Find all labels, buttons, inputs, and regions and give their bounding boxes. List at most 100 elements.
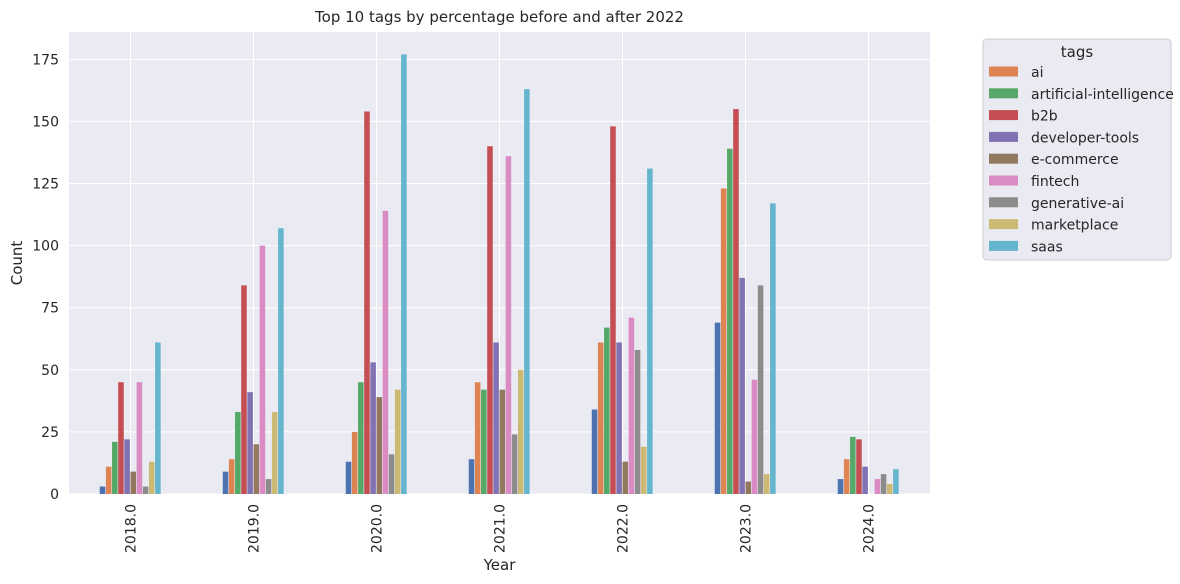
legend-swatch xyxy=(989,240,1018,251)
legend-swatch xyxy=(989,153,1018,164)
bar xyxy=(155,342,161,494)
bar xyxy=(628,317,635,494)
legend-entry: ai xyxy=(1031,65,1043,81)
bar xyxy=(481,389,487,494)
bar xyxy=(253,444,260,494)
bar xyxy=(862,466,868,494)
bar xyxy=(733,109,739,494)
bar xyxy=(247,392,253,494)
y-tick-label: 175 xyxy=(32,52,59,68)
legend: tags ai artificial-intelligence b2b develop… xyxy=(982,38,1174,261)
bar xyxy=(647,168,653,494)
bar xyxy=(499,389,506,494)
bar xyxy=(493,342,499,494)
bar xyxy=(591,409,598,494)
bar xyxy=(148,461,155,494)
x-tick-label: 2024.0 xyxy=(862,504,878,553)
bar xyxy=(271,412,278,494)
bar xyxy=(142,486,149,494)
legend-swatch xyxy=(989,175,1018,186)
bar xyxy=(727,148,733,494)
bar xyxy=(278,228,284,494)
chart-title: Top 10 tags by percentage before and aft… xyxy=(314,8,684,26)
bar xyxy=(634,349,641,494)
bar xyxy=(136,382,143,494)
bar xyxy=(745,481,752,494)
bar xyxy=(401,54,407,495)
bar xyxy=(874,479,881,494)
bar xyxy=(837,479,844,494)
bar xyxy=(222,471,229,494)
bar xyxy=(370,362,376,494)
y-axis-label: Count xyxy=(8,241,26,286)
legend-entry: e-commerce xyxy=(1031,152,1119,168)
bar xyxy=(511,434,518,494)
y-tick-label: 0 xyxy=(50,487,59,503)
legend-entry: saas xyxy=(1031,239,1063,255)
bar xyxy=(880,474,887,494)
x-axis-ticks: 2018.0 2019.0 2020.0 2021.0 2022.0 2023.0 2024… xyxy=(124,504,878,553)
legend-swatch xyxy=(989,219,1018,230)
bar xyxy=(893,469,899,494)
bar xyxy=(235,412,241,494)
bar xyxy=(265,479,272,494)
bar xyxy=(99,486,106,494)
bars xyxy=(99,54,899,495)
y-tick-label: 75 xyxy=(41,301,59,317)
bar xyxy=(394,389,401,494)
legend-swatch xyxy=(989,197,1018,208)
bar xyxy=(714,322,721,494)
bar xyxy=(763,474,770,494)
bar xyxy=(364,111,370,494)
legend-title: tags xyxy=(1061,43,1094,61)
legend-entry: marketplace xyxy=(1031,218,1118,234)
bar xyxy=(130,471,137,494)
legend-swatch xyxy=(989,131,1018,142)
legend-entry: b2b xyxy=(1031,109,1058,125)
bar xyxy=(124,439,130,494)
y-tick-label: 100 xyxy=(32,239,59,255)
bar xyxy=(517,369,524,494)
x-axis-label: Year xyxy=(483,556,517,574)
bar xyxy=(259,245,266,494)
bar xyxy=(886,484,893,494)
bar xyxy=(610,126,616,495)
x-tick-label: 2018.0 xyxy=(124,504,140,553)
legend-entry: generative-ai xyxy=(1031,196,1124,212)
bar xyxy=(850,436,856,494)
bar xyxy=(505,156,512,494)
y-tick-label: 125 xyxy=(32,177,59,193)
legend-swatch xyxy=(989,66,1018,77)
bar xyxy=(468,459,475,494)
bar xyxy=(345,461,352,494)
bar xyxy=(112,441,118,494)
bar xyxy=(770,203,776,495)
legend-swatch xyxy=(989,88,1018,99)
bar xyxy=(720,188,727,494)
legend-entry: developer-tools xyxy=(1031,130,1139,146)
bar xyxy=(105,466,112,494)
bar xyxy=(751,379,758,494)
bar xyxy=(524,89,530,495)
x-tick-label: 2021.0 xyxy=(493,504,509,553)
bar xyxy=(474,382,481,494)
bar xyxy=(757,285,764,494)
x-tick-label: 2020.0 xyxy=(370,504,386,553)
bar xyxy=(241,285,247,494)
legend-swatch xyxy=(989,110,1018,121)
bar xyxy=(640,446,647,494)
y-tick-label: 50 xyxy=(41,363,59,379)
y-axis-ticks: 0 25 50 75 100 125 150 175 xyxy=(32,52,59,503)
x-tick-label: 2019.0 xyxy=(247,504,263,553)
bar xyxy=(487,146,493,495)
bar xyxy=(351,431,358,494)
bar xyxy=(382,210,389,494)
bar xyxy=(856,439,862,494)
bar xyxy=(376,397,383,494)
x-tick-label: 2022.0 xyxy=(616,504,632,553)
bar xyxy=(843,459,850,494)
y-tick-label: 25 xyxy=(41,425,59,441)
bar xyxy=(118,382,124,494)
y-tick-label: 150 xyxy=(32,114,59,130)
